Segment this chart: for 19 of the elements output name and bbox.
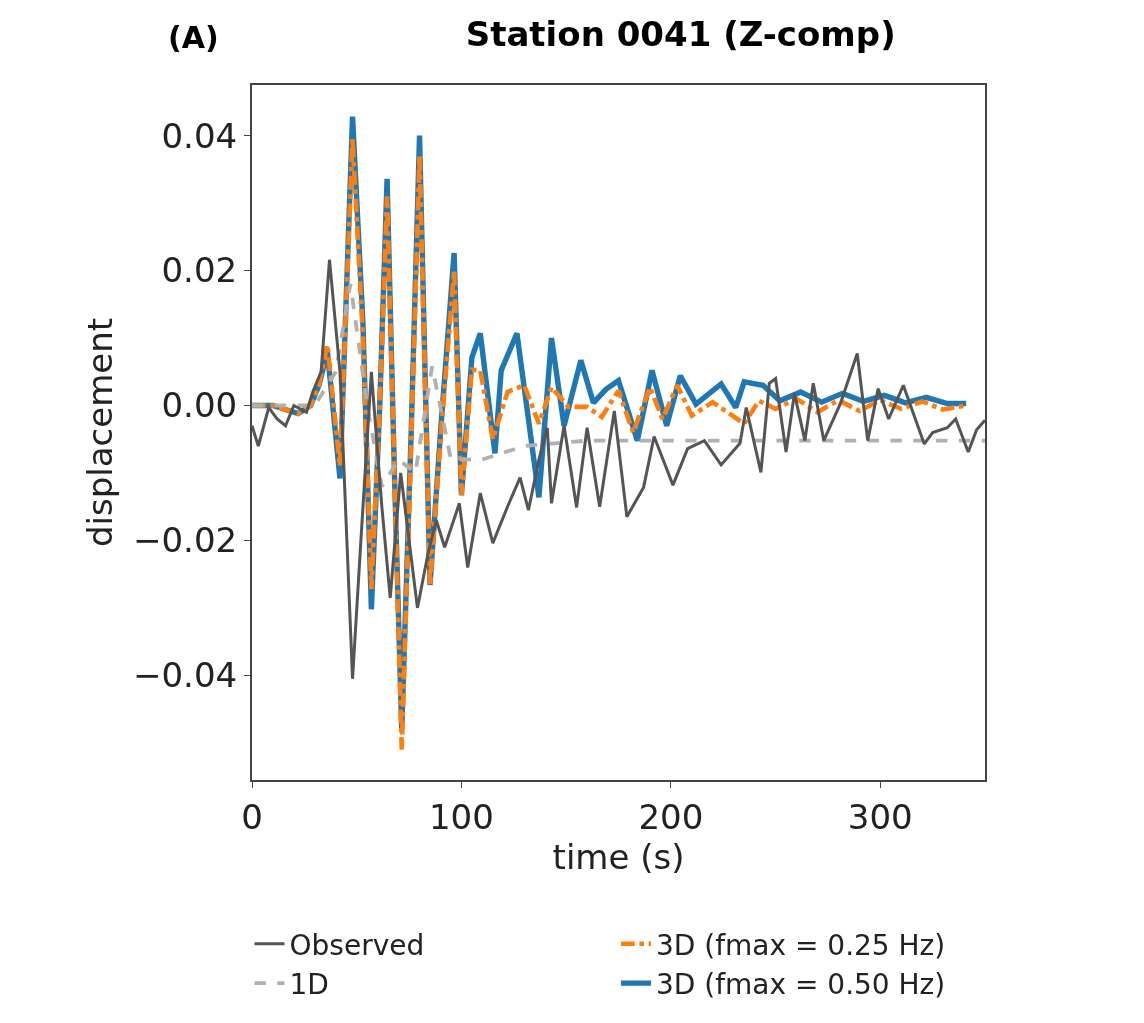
line-series: [252, 258, 985, 681]
y-tick-label: 0.00: [161, 385, 238, 426]
text: (A): [168, 20, 219, 55]
y-tick-label: 0.02: [161, 250, 238, 291]
x-axis-title: time (s): [552, 836, 685, 877]
legend-label: 3D (fmax = 0.50 Hz): [656, 968, 946, 1002]
x-tick-label: 200: [638, 796, 704, 837]
x-tick-label: 300: [847, 796, 913, 837]
x-tick-label: 0: [241, 796, 263, 837]
legend-label: 1D: [289, 968, 329, 1002]
y-tick-label: 0.04: [161, 115, 238, 156]
y-tick-label: −0.02: [133, 520, 238, 561]
y-tick-label: −0.04: [133, 655, 238, 696]
x-tick-label: 100: [428, 796, 494, 837]
y-axis-title: displacement: [80, 317, 121, 548]
legend-label: Observed: [289, 928, 425, 962]
line-series: [252, 282, 985, 489]
legend-label: 3D (fmax = 0.25 Hz): [656, 928, 946, 962]
chart-title: Station 0041 (Z-comp): [465, 14, 896, 55]
